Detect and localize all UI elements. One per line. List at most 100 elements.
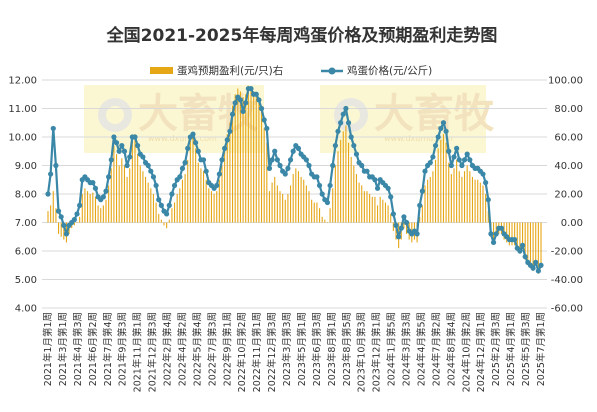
price-point	[61, 222, 67, 228]
price-point	[343, 105, 349, 112]
profit-bar	[432, 171, 434, 223]
profit-bar	[276, 185, 278, 223]
price-point	[498, 225, 505, 231]
profit-bar	[379, 196, 381, 223]
profit-bar	[139, 165, 141, 223]
profit-bar	[166, 222, 168, 229]
profit-bar	[434, 159, 437, 223]
profit-bar	[113, 145, 115, 223]
profit-bar	[466, 165, 468, 223]
legend-bar-label: 蛋鸡预期盈利(元/只)右	[177, 64, 283, 77]
profit-bar	[442, 134, 445, 223]
profit-bar	[84, 188, 86, 223]
price-point	[71, 217, 77, 223]
y-right-tick-label: -40.00	[551, 275, 583, 286]
watermark-url: www.dxumu.com	[148, 134, 217, 143]
watermark-url: www.dxumu.com	[384, 134, 453, 143]
profit-bar	[253, 91, 255, 223]
price-point	[432, 142, 439, 149]
profit-bar	[297, 171, 300, 223]
profit-bar	[282, 194, 284, 223]
profit-bar	[173, 202, 176, 223]
profit-bar	[332, 188, 334, 223]
line-series-egg-price	[45, 85, 544, 274]
profit-bar	[453, 168, 455, 223]
profit-bar	[168, 219, 170, 223]
x-tick-label: 2022年12月第3周	[266, 312, 278, 392]
profit-bar	[181, 179, 184, 223]
price-point	[427, 160, 433, 166]
x-tick-label: 2024年4月第5周	[415, 312, 427, 386]
price-point	[266, 165, 273, 171]
price-point	[314, 174, 320, 180]
price-point	[396, 234, 402, 240]
profit-bar	[160, 219, 162, 223]
profit-bar	[405, 222, 408, 234]
profit-bar	[176, 194, 178, 223]
profit-bar	[461, 176, 463, 223]
price-point	[116, 148, 122, 154]
profit-bar	[429, 176, 431, 223]
x-tick-label: 2024年10月第2周	[460, 312, 472, 392]
profit-bar	[384, 202, 387, 223]
price-point	[158, 202, 164, 208]
x-tick-label: 2021年4月第3周	[72, 312, 84, 386]
profit-bar	[271, 182, 273, 223]
price-point	[90, 180, 96, 186]
profit-bar	[387, 205, 389, 223]
price-point	[435, 134, 441, 140]
profit-bar	[150, 188, 152, 223]
profit-bar	[202, 171, 205, 223]
profit-bar	[392, 222, 394, 232]
price-point	[248, 85, 254, 92]
price-point	[319, 191, 325, 197]
profit-bar	[456, 159, 458, 223]
profit-bar	[419, 216, 421, 223]
price-point	[295, 145, 302, 151]
profit-bar	[347, 142, 350, 223]
price-point	[332, 142, 338, 149]
profit-bar	[239, 91, 242, 223]
x-tick-label: 2021年6月第2周	[87, 312, 99, 386]
profit-bar	[55, 208, 57, 223]
price-point	[111, 134, 117, 140]
price-point	[237, 97, 244, 103]
price-point	[169, 191, 175, 197]
price-point	[45, 191, 51, 197]
price-point	[419, 188, 425, 194]
profit-bar	[482, 185, 484, 223]
profit-bar	[350, 156, 352, 223]
price-point	[185, 145, 191, 151]
profit-bar	[355, 174, 358, 223]
profit-bar	[287, 194, 289, 223]
x-tick-label: 2022年10月第2周	[236, 312, 248, 392]
price-point	[372, 177, 378, 183]
x-tick-label: 2023年12月第1周	[371, 312, 383, 392]
profit-bar	[221, 165, 223, 223]
profit-bar	[47, 211, 49, 223]
y-left-tick-label: 5.00	[15, 275, 37, 286]
price-point	[227, 128, 233, 134]
profit-bar	[295, 168, 297, 223]
y-right-tick-label: 100.00	[548, 76, 583, 87]
profit-bar	[303, 179, 305, 223]
price-point	[216, 171, 222, 177]
profit-bar	[519, 222, 521, 254]
price-point	[290, 148, 296, 154]
profit-bar	[216, 191, 218, 223]
y-right-tick-label: 40.00	[554, 161, 583, 172]
profit-bar	[403, 222, 405, 229]
y-left-tick-label: 7.00	[15, 218, 37, 229]
profit-bar	[205, 179, 207, 223]
price-point	[303, 157, 309, 163]
y-right-tick-label: -20.00	[551, 247, 583, 258]
y-right-tick-label: 20.00	[554, 190, 583, 201]
x-tick-label: 2025年2月第3周	[490, 312, 502, 386]
price-point	[327, 182, 333, 189]
profit-bar	[382, 199, 384, 223]
x-tick-label: 2023年3月第3周	[281, 312, 293, 386]
price-point	[348, 134, 354, 140]
profit-bar	[163, 222, 165, 226]
profit-bar	[184, 174, 186, 223]
